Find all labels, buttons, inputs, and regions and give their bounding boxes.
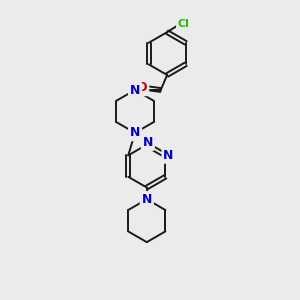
Text: N: N (130, 126, 140, 140)
Text: N: N (164, 149, 174, 162)
Text: N: N (130, 83, 140, 97)
Text: N: N (142, 193, 152, 206)
Text: Cl: Cl (178, 19, 190, 28)
Text: N: N (143, 136, 153, 149)
Text: O: O (137, 81, 147, 94)
